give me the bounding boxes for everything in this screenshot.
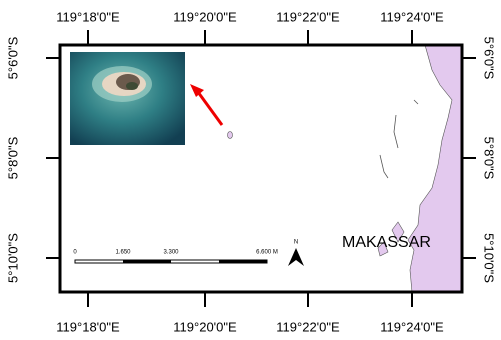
scale-label: 1.650 [115,250,131,256]
x-label-top: 119°20'0"E [173,9,237,24]
x-label-bottom: 119°20'0"E [173,319,237,334]
y-label-right: 5°10'0"S [482,233,497,283]
y-label-left: 5°6'0"S [5,36,20,79]
y-label-left: 5°8'0"S [5,136,20,179]
x-label-top: 119°24'0"E [380,9,444,24]
x-label-bottom: 119°18'0"E [56,319,120,334]
x-label-top: 119°18'0"E [56,9,120,24]
y-label-left: 5°10'0"S [5,233,20,283]
y-label-right: 5°6'0"S [482,37,497,80]
north-label: N [294,240,298,246]
y-label-right: 5°8'0"S [482,137,497,180]
x-label-bottom: 119°22'0"E [276,319,340,334]
scale-bar [75,260,267,263]
place-label: MAKASSAR [342,234,431,251]
x-label-bottom: 119°24'0"E [380,319,444,334]
inset-image [70,52,185,145]
map: N MAKASSAR 119°18'0"E 119°18'0"E 119°20'0"… [0,0,501,340]
x-label-top: 119°22'0"E [276,9,340,24]
scale-label: 6.600 M [256,250,278,256]
island [228,132,233,139]
scale-label: 3.300 [163,250,179,256]
